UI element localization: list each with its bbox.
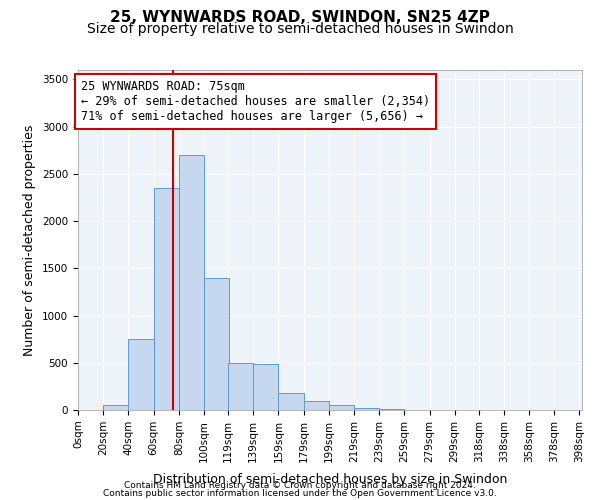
Bar (329, 406, 354, 410)
Bar (154, 188, 179, 410)
Bar (179, 155, 204, 410)
Bar (228, 363, 253, 410)
Text: 25, WYNWARDS ROAD, SWINDON, SN25 4ZP: 25, WYNWARDS ROAD, SWINDON, SN25 4ZP (110, 10, 490, 26)
Bar (103, 406, 128, 410)
Text: Size of property relative to semi-detached houses in Swindon: Size of property relative to semi-detach… (86, 22, 514, 36)
Bar (354, 408, 379, 410)
Text: Contains public sector information licensed under the Open Government Licence v3: Contains public sector information licen… (103, 489, 497, 498)
X-axis label: Distribution of semi-detached houses by size in Swindon: Distribution of semi-detached houses by … (153, 473, 507, 486)
Bar (379, 409, 404, 410)
Bar (304, 400, 329, 410)
Bar (204, 278, 229, 410)
Text: Contains HM Land Registry data © Crown copyright and database right 2024.: Contains HM Land Registry data © Crown c… (124, 480, 476, 490)
Bar (128, 339, 154, 410)
Y-axis label: Number of semi-detached properties: Number of semi-detached properties (23, 124, 37, 356)
Bar (253, 364, 278, 410)
Bar (278, 394, 304, 410)
Text: 25 WYNWARDS ROAD: 75sqm
← 29% of semi-detached houses are smaller (2,354)
71% of: 25 WYNWARDS ROAD: 75sqm ← 29% of semi-de… (80, 80, 430, 124)
